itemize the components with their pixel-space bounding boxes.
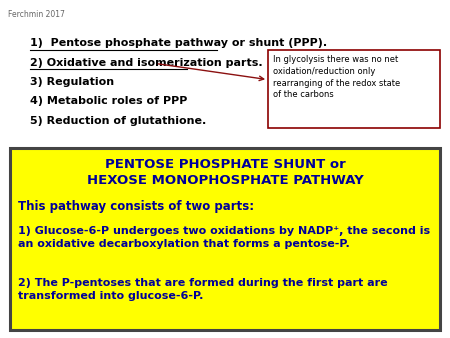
Bar <box>268 50 440 128</box>
Text: 1)  Pentose phosphate pathway or shunt (PPP).: 1) Pentose phosphate pathway or shunt (P… <box>30 38 327 48</box>
Text: 3) Regulation: 3) Regulation <box>30 77 114 87</box>
Text: 5) Reduction of glutathione.: 5) Reduction of glutathione. <box>30 116 206 126</box>
Text: 2) The P-pentoses that are formed during the first part are
transformed into glu: 2) The P-pentoses that are formed during… <box>18 278 387 301</box>
Text: Ferchmin 2017: Ferchmin 2017 <box>8 10 65 19</box>
Text: In glycolysis there was no net
oxidation/reduction only
rearranging of the redox: In glycolysis there was no net oxidation… <box>273 55 400 99</box>
Text: 2) Oxidative and isomerization parts.: 2) Oxidative and isomerization parts. <box>30 57 263 68</box>
Text: This pathway consists of two parts:: This pathway consists of two parts: <box>18 200 254 213</box>
Bar <box>10 148 440 330</box>
Text: HEXOSE MONOPHOSPHATE PATHWAY: HEXOSE MONOPHOSPHATE PATHWAY <box>86 174 364 187</box>
Text: 1) Glucose-6-P undergoes two oxidations by NADP⁺, the second is
an oxidative dec: 1) Glucose-6-P undergoes two oxidations … <box>18 226 430 249</box>
Text: 4) Metabolic roles of PPP: 4) Metabolic roles of PPP <box>30 97 187 106</box>
Text: PENTOSE PHOSPHATE SHUNT or: PENTOSE PHOSPHATE SHUNT or <box>104 158 346 171</box>
